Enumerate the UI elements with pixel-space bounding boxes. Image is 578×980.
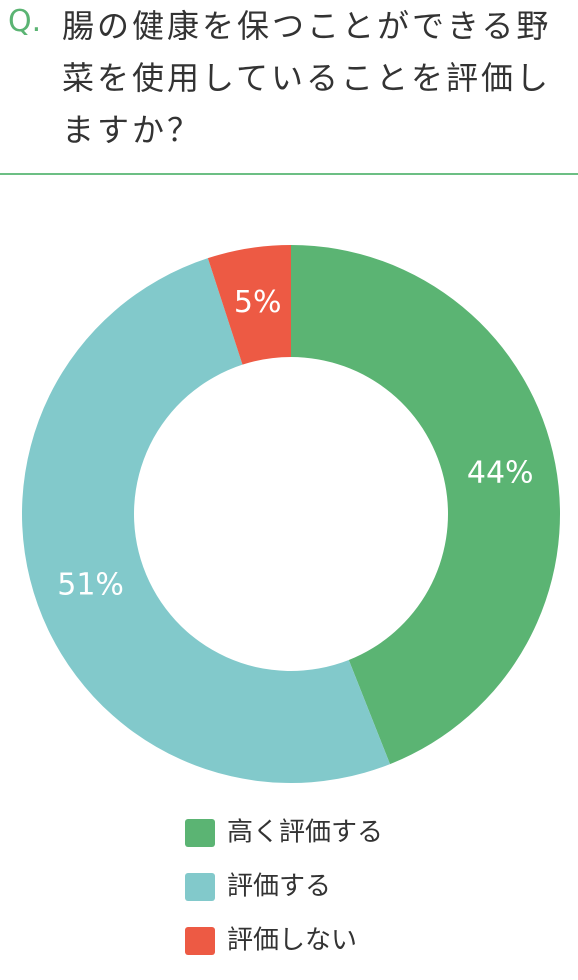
legend-label: 評価する xyxy=(227,872,331,902)
data-label: 5% xyxy=(234,285,282,320)
chart-title: 腸の健康を保つことができる野菜を使用していることを評価しますか？ xyxy=(62,7,552,149)
legend-label: 高く評価する xyxy=(227,818,383,848)
data-label: 51% xyxy=(57,568,124,603)
donut-segment xyxy=(207,245,291,365)
legend-swatch xyxy=(185,819,215,847)
donut-segment xyxy=(291,245,561,765)
donut-segment xyxy=(21,258,391,784)
legend-swatch xyxy=(185,927,215,955)
legend-swatch xyxy=(185,873,215,901)
data-label: 44% xyxy=(467,456,534,491)
question-label: Q. xyxy=(8,4,42,39)
header: Q. 腸の健康を保つことができる野菜を使用していることを評価しますか？ xyxy=(0,0,578,175)
legend-label: 評価しない xyxy=(227,926,357,956)
